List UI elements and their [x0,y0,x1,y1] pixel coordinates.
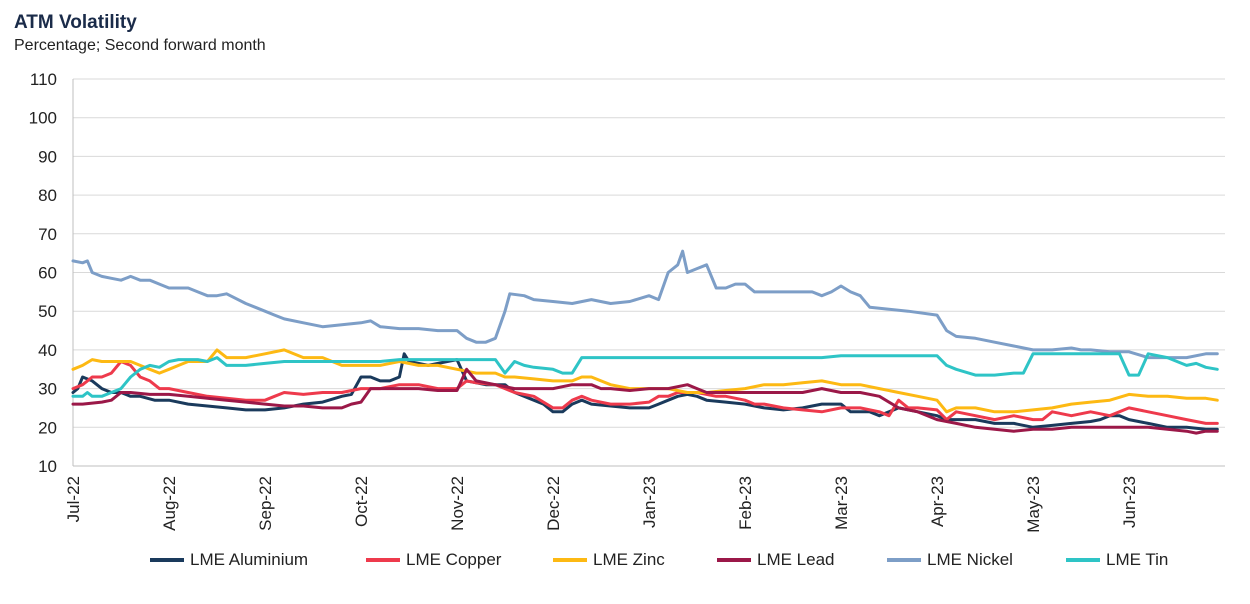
x-axis: Jul-22 Aug-22 Sep-22 Oct-22 Nov-22 Dec-22 Jan-… [64,465,1225,533]
legend-item-tin: LME Tin [1066,550,1168,570]
x-tick-label: Jan-23 [640,476,659,528]
chart-legend: LME Aluminium LME Copper LME Zinc LME Le… [0,550,1250,576]
legend-item-copper: LME Copper [366,550,501,570]
legend-label-copper: LME Copper [406,550,502,569]
series-line-lme-copper [71,360,1219,425]
legend-swatch-nickel [887,558,921,562]
y-tick-label: 20 [38,418,57,437]
x-tick-label: Aug-22 [160,476,179,531]
x-tick-label: Mar-23 [832,476,851,530]
y-tick-label: 80 [38,186,57,205]
series-line-lme-lead [71,367,1219,435]
chart-title: ATM Volatility [14,12,137,33]
legend-item-lead: LME Lead [717,550,835,570]
legend-label-lead: LME Lead [757,550,835,569]
legend-item-nickel: LME Nickel [887,550,1013,570]
series-line-lme-aluminium [71,352,1219,431]
y-tick-label: 10 [38,457,57,476]
series-lines [71,249,1219,435]
x-tick-label: Jul-22 [64,476,83,522]
y-tick-label: 40 [38,341,57,360]
x-tick-label: Nov-22 [448,476,467,531]
y-tick-label: 70 [38,225,57,244]
series-line-lme-nickel [71,249,1219,360]
legend-label-tin: LME Tin [1106,550,1169,569]
legend-item-aluminium: LME Aluminium [150,550,308,570]
legend-swatch-aluminium [150,558,184,562]
x-tick-label: Feb-23 [736,476,755,530]
legend-swatch-copper [366,558,400,562]
legend-label-zinc: LME Zinc [593,550,665,569]
y-tick-label: 110 [30,70,57,89]
series-line-lme-zinc [71,348,1219,414]
gridlines [73,78,1225,428]
legend-label-nickel: LME Nickel [927,550,1013,569]
y-tick-label: 30 [38,380,57,399]
x-tick-label: Oct-22 [352,476,371,527]
x-tick-label: Jun-23 [1120,476,1139,528]
x-tick-label: May-23 [1024,476,1043,533]
legend-item-zinc: LME Zinc [553,550,665,570]
x-tick-label: Apr-23 [928,476,947,527]
legend-label-aluminium: LME Aluminium [190,550,309,569]
legend-swatch-lead [717,558,751,562]
y-tick-label: 90 [38,147,57,166]
y-tick-label: 60 [38,264,57,283]
series-line-lme-tin [71,352,1219,398]
legend-swatch-tin [1066,558,1100,562]
y-axis: 10 20 30 40 50 60 70 80 90 100 110 [29,70,74,476]
legend-swatch-zinc [553,558,587,562]
x-tick-label: Sep-22 [256,476,275,531]
x-tick-label: Dec-22 [544,476,563,531]
y-tick-label: 100 [29,109,57,128]
y-tick-label: 50 [38,302,57,321]
chart-subtitle: Percentage; Second forward month [14,37,266,54]
